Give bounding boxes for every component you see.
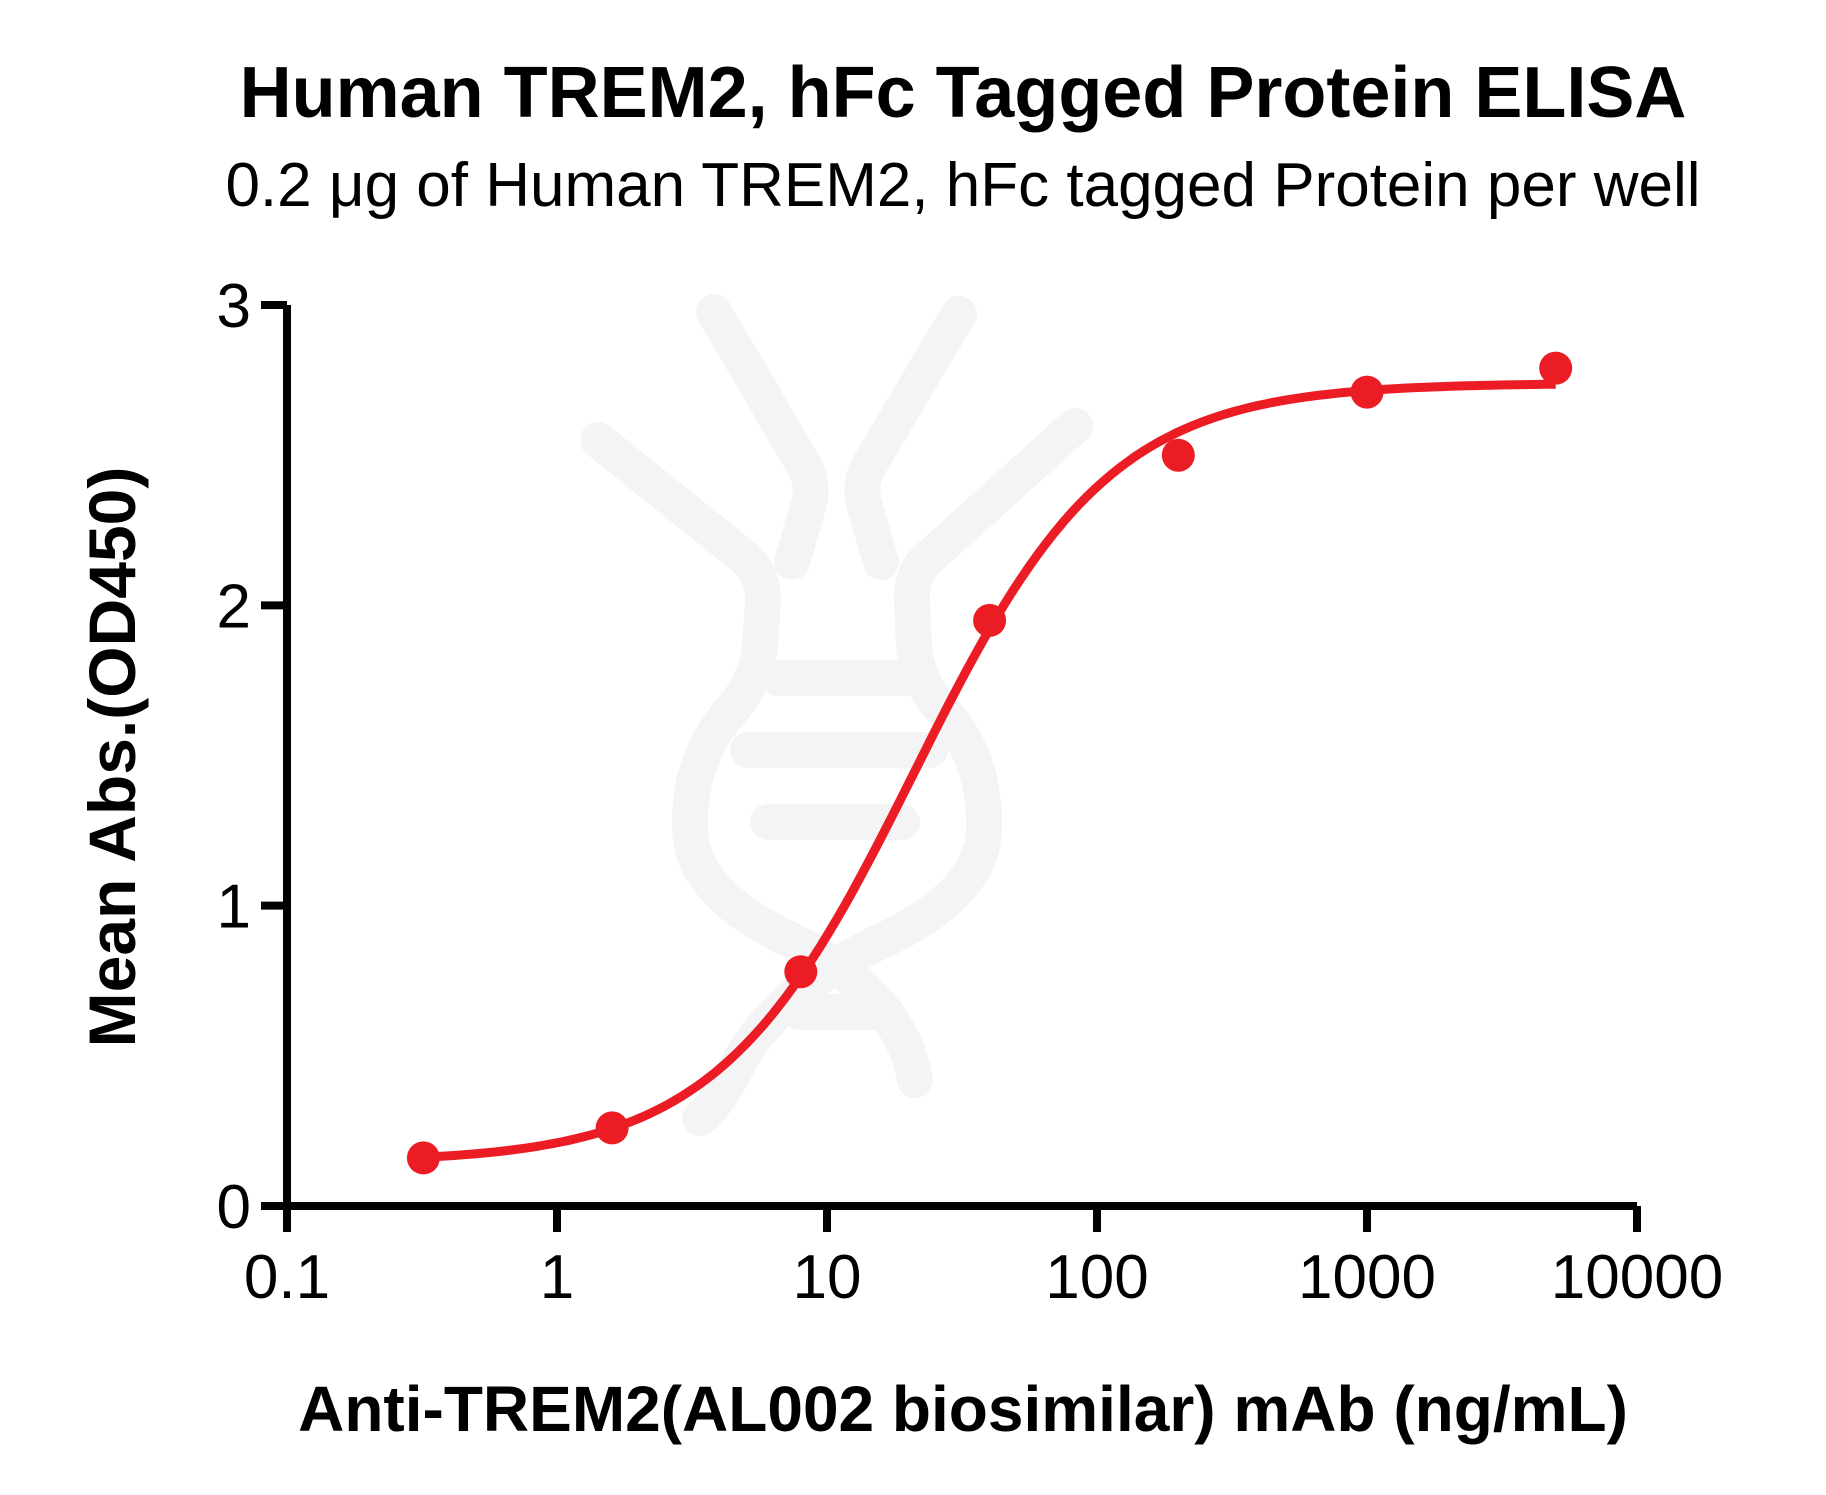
axes — [261, 305, 1637, 1232]
tick-labels: 0.1 1 10 100 1000 10000 0 1 2 3 — [217, 272, 1724, 1312]
data-point — [1350, 375, 1384, 409]
x-tick-label: 1 — [540, 1243, 574, 1312]
chart-subtitle: 0.2 μg of Human TREM2, hFc tagged Protei… — [225, 151, 1701, 220]
antibody-dna-watermark-icon — [580, 294, 1093, 1136]
data-points — [406, 351, 1573, 1175]
x-tick-label: 0.1 — [244, 1243, 330, 1312]
data-point — [595, 1111, 629, 1145]
watermark-inner-left-arm — [696, 294, 829, 580]
x-tick-label: 10 — [793, 1243, 862, 1312]
y-tick-label: 1 — [217, 873, 251, 942]
x-axis-title: Anti-TREM2(AL002 biosimilar) mAb (ng/mL) — [298, 1373, 1628, 1445]
x-tick-label: 10000 — [1551, 1243, 1723, 1312]
data-point — [1161, 438, 1195, 472]
data-point — [784, 955, 818, 989]
y-tick-label: 3 — [217, 272, 251, 341]
data-point — [1539, 351, 1573, 385]
x-tick-label: 1000 — [1298, 1243, 1436, 1312]
data-point — [973, 603, 1007, 637]
watermark-inner-right-arm — [844, 296, 977, 580]
tick-marks — [261, 301, 1641, 1232]
chart-title: Human TREM2, hFc Tagged Protein ELISA — [239, 53, 1687, 133]
x-tick-label: 100 — [1045, 1243, 1148, 1312]
y-tick-label: 0 — [217, 1173, 251, 1242]
data-point — [406, 1141, 440, 1175]
y-tick-label: 2 — [217, 572, 251, 641]
